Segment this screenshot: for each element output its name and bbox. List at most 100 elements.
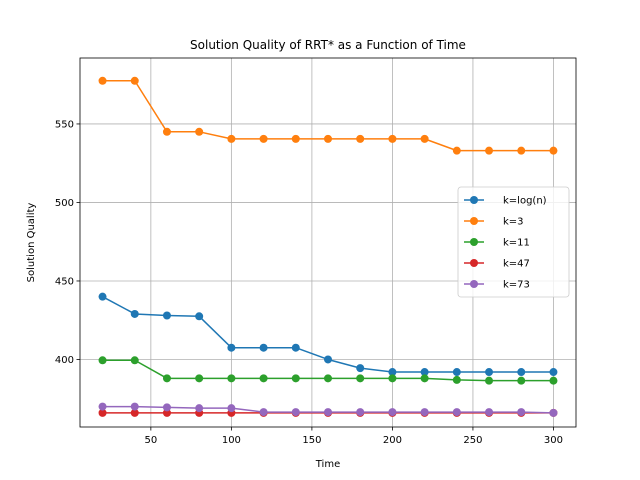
data-point <box>388 368 397 377</box>
series-k-73 <box>98 402 558 417</box>
data-point <box>291 374 300 383</box>
y-tick-label: 550 <box>55 119 74 130</box>
data-point <box>259 408 268 417</box>
data-point <box>162 403 171 412</box>
data-point <box>259 134 268 143</box>
data-point <box>227 134 236 143</box>
data-point <box>130 309 139 318</box>
data-point <box>549 376 558 385</box>
legend-label: k=73 <box>503 280 530 291</box>
plot-frame <box>79 57 577 428</box>
data-point <box>291 408 300 417</box>
data-point <box>98 356 107 365</box>
legend-marker <box>470 238 478 246</box>
data-point <box>549 368 558 377</box>
legend-item: k=3 <box>464 217 524 228</box>
data-point <box>259 343 268 352</box>
data-point <box>98 408 107 417</box>
legend-label: k=3 <box>503 217 524 228</box>
y-tick-label: 450 <box>55 276 74 287</box>
data-point <box>485 376 494 385</box>
data-point <box>420 408 429 417</box>
legend-label: k=11 <box>503 238 530 249</box>
data-point <box>485 408 494 417</box>
data-point <box>227 343 236 352</box>
series-k-3 <box>98 76 558 155</box>
data-point <box>356 408 365 417</box>
legend-label: k=47 <box>503 259 530 270</box>
data-point <box>259 374 268 383</box>
x-axis-label: Time <box>315 459 340 470</box>
data-point <box>388 374 397 383</box>
data-point <box>388 408 397 417</box>
legend: k=log(n) k=3 k=11 k=47 k=73 <box>457 186 570 298</box>
legend-marker <box>470 196 478 204</box>
series-layer <box>98 76 558 417</box>
data-point <box>420 368 429 377</box>
data-point <box>324 408 332 417</box>
data-point <box>130 402 139 411</box>
data-point <box>517 368 526 377</box>
series-k-11 <box>98 356 558 385</box>
data-point <box>130 76 139 85</box>
data-point <box>324 355 332 364</box>
series-k-log-n <box>98 292 558 377</box>
data-point <box>195 127 204 136</box>
data-point <box>356 374 365 383</box>
data-point <box>388 134 397 143</box>
legend-item: k=11 <box>464 238 530 249</box>
data-point <box>356 364 365 373</box>
data-point <box>452 375 461 384</box>
x-tick-label: 100 <box>222 435 241 446</box>
data-point <box>485 368 494 377</box>
legend-marker <box>470 259 478 267</box>
legend-marker <box>470 280 478 288</box>
data-point <box>195 312 204 321</box>
data-point <box>291 343 300 352</box>
legend-item: k=47 <box>464 259 530 270</box>
data-point <box>324 134 332 143</box>
data-point <box>227 374 236 383</box>
data-point <box>549 408 558 417</box>
legend-item: k=73 <box>464 280 530 291</box>
legend-box <box>457 186 570 298</box>
data-point <box>195 374 204 383</box>
data-point <box>162 408 171 417</box>
data-point <box>452 368 461 377</box>
data-point <box>420 374 429 383</box>
data-point <box>98 76 107 85</box>
data-point <box>98 292 107 301</box>
x-tick-label: 250 <box>463 435 482 446</box>
data-point <box>130 408 139 417</box>
x-tick-label: 300 <box>544 435 563 446</box>
x-tick-label: 200 <box>383 435 402 446</box>
data-point <box>517 376 526 385</box>
data-point <box>130 356 139 365</box>
y-tick-label: 400 <box>55 355 74 366</box>
y-axis-label: Solution Quality <box>26 203 37 283</box>
y-tick-label: 500 <box>55 198 74 209</box>
x-tick-label: 50 <box>144 435 157 446</box>
data-point <box>452 146 461 155</box>
legend-item: k=log(n) <box>464 196 547 207</box>
data-point <box>452 408 461 417</box>
legend-label: k=log(n) <box>503 196 547 207</box>
data-point <box>162 374 171 383</box>
data-point <box>162 127 171 136</box>
data-point <box>356 134 365 143</box>
data-point <box>549 146 558 155</box>
chart-title: Solution Quality of RRT* as a Function o… <box>190 38 466 52</box>
legend-marker <box>470 217 478 225</box>
data-point <box>485 146 494 155</box>
data-point <box>517 146 526 155</box>
data-point <box>227 404 236 413</box>
x-tick-label: 150 <box>302 435 321 446</box>
data-point <box>517 408 526 417</box>
data-point <box>324 374 332 383</box>
data-point <box>420 134 429 143</box>
x-axis: 50 100 150 200 250 300 <box>144 427 563 446</box>
data-point <box>162 311 171 320</box>
data-point <box>98 402 107 411</box>
data-point <box>195 404 204 413</box>
